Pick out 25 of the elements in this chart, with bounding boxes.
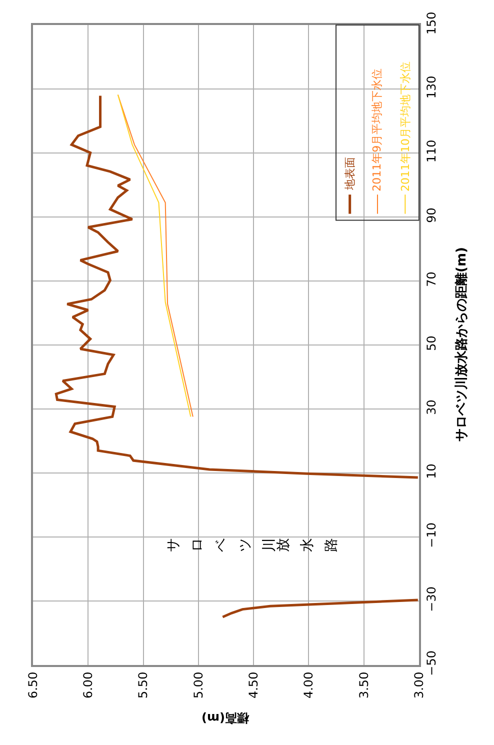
- y-tick-label: 150: [424, 12, 438, 35]
- x-tick-label: 4.50: [246, 672, 260, 699]
- x-tick-label: 6.00: [81, 672, 96, 699]
- y-tick-label: 30: [424, 400, 438, 415]
- y-tick-label: 90: [424, 208, 438, 223]
- text: 地表面: [344, 157, 357, 192]
- x-tick-label: 4.00: [302, 672, 316, 699]
- y-tick-label: 10: [424, 464, 438, 479]
- text: 2011年9月平均地下水位: [370, 68, 384, 192]
- x-tick-label: 5.00: [191, 672, 206, 699]
- x-tick-label: 6.50: [26, 672, 40, 699]
- y-axis-title: サロベツ川放水路からの距離(m): [454, 247, 470, 442]
- x-tick-label: 3.00: [412, 672, 426, 699]
- y-tick-label: −10: [424, 522, 438, 548]
- y-tick-label: 70: [424, 272, 438, 287]
- x-tick-label: 5.50: [136, 672, 150, 699]
- y-tick-label: −50: [424, 650, 438, 676]
- y-tick-label: −30: [424, 586, 438, 612]
- y-tick-label: 110: [424, 140, 438, 163]
- annotation: サロベツ川放水路: [166, 538, 340, 552]
- y-tick-label: 50: [424, 336, 438, 351]
- y-tick-label: 130: [424, 76, 438, 99]
- x-axis-title: 標高(m): [202, 711, 250, 725]
- text: 2011年10月平均地下水位: [398, 61, 412, 192]
- x-tick-label: 3.50: [356, 672, 371, 699]
